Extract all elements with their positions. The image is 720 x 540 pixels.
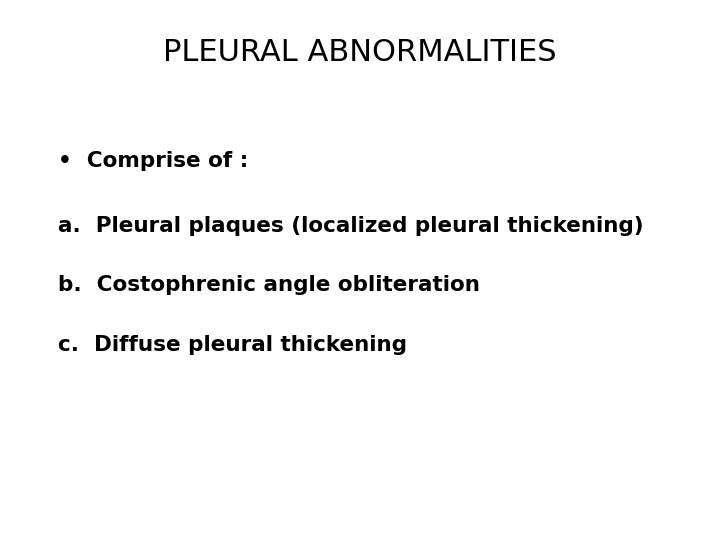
Text: a.  Pleural plaques (localized pleural thickening): a. Pleural plaques (localized pleural th… [58, 216, 643, 236]
Text: PLEURAL ABNORMALITIES: PLEURAL ABNORMALITIES [163, 38, 557, 67]
Text: •  Comprise of :: • Comprise of : [58, 151, 248, 171]
Text: c.  Diffuse pleural thickening: c. Diffuse pleural thickening [58, 335, 407, 355]
Text: b.  Costophrenic angle obliteration: b. Costophrenic angle obliteration [58, 275, 480, 295]
